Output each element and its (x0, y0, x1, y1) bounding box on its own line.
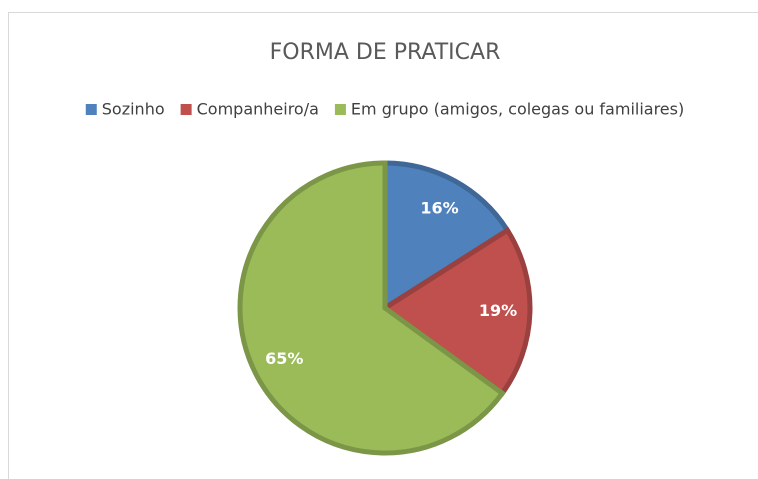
legend-swatch (180, 104, 192, 115)
pie-slice (237, 160, 506, 456)
data-label: 16% (420, 198, 458, 217)
pie-slice (382, 160, 511, 313)
legend-label: Companheiro/a (197, 100, 319, 119)
legend-swatch (85, 104, 97, 115)
pie-slice (380, 226, 533, 397)
legend-label: Sozinho (102, 100, 165, 119)
legend-swatch (334, 104, 346, 115)
data-label: 19% (479, 301, 517, 320)
legend-label: Em grupo (amigos, colegas ou familiares) (351, 100, 684, 119)
chart-title: FORMA DE PRATICAR (270, 40, 501, 65)
data-label: 65% (265, 349, 303, 368)
